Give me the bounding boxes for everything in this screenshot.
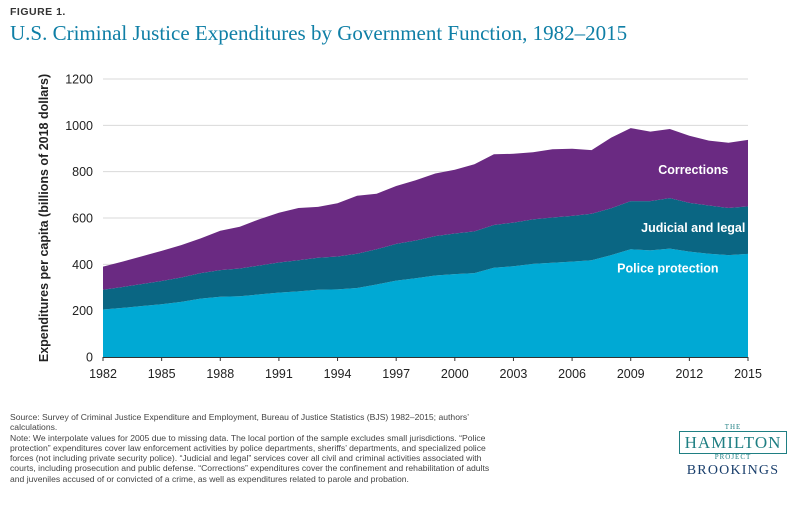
- figure-label: FIGURE 1.: [10, 6, 66, 18]
- stacked-areas: [103, 128, 748, 357]
- x-tick-label: 1988: [206, 367, 234, 381]
- y-tick-label: 800: [72, 165, 93, 179]
- y-tick-label: 400: [72, 258, 93, 272]
- methodology-note: Note: We interpolate values for 2005 due…: [10, 432, 490, 484]
- x-tick-label: 2012: [675, 367, 703, 381]
- area-police-protection: [103, 248, 748, 357]
- area-judicial-and-legal: [103, 198, 748, 310]
- y-tick-label: 0: [86, 351, 93, 365]
- logo-the: THE: [724, 423, 742, 431]
- logo-project: PROJECT: [714, 453, 752, 461]
- hamilton-brookings-logo: THE HAMILTON PROJECT BROOKINGS: [668, 423, 798, 479]
- y-axis: 0 200 400 600 800 1000 1200: [65, 73, 93, 365]
- notes-block: Source: Survey of Criminal Justice Expen…: [10, 412, 500, 484]
- logo-brookings: BROOKINGS: [686, 463, 780, 478]
- y-tick-label: 200: [72, 304, 93, 318]
- x-tick-label: 2003: [500, 367, 528, 381]
- x-tick-label: 2015: [734, 367, 762, 381]
- area-corrections: [103, 128, 748, 290]
- y-tick-label: 1200: [65, 73, 93, 87]
- y-axis-label: Expenditures per capita (billions of 201…: [37, 74, 51, 362]
- source-note: Source: Survey of Criminal Justice Expen…: [10, 412, 469, 433]
- y-tick-label: 1000: [65, 119, 93, 133]
- x-tick-label: 1994: [324, 367, 352, 381]
- series-labels: Corrections Judicial and legal Police prot…: [617, 163, 745, 275]
- y-tick-label: 600: [72, 212, 93, 226]
- chart-title: U.S. Criminal Justice Expenditures by Go…: [10, 21, 628, 45]
- x-tick-label: 2006: [558, 367, 586, 381]
- x-axis: 1982 1985 1988 1991 1994 1997 2000 2003 2006 2009…: [89, 357, 762, 381]
- x-tick-label: 1982: [89, 367, 117, 381]
- x-tick-label: 1991: [265, 367, 293, 381]
- logo-hamilton: HAMILTON: [678, 431, 788, 454]
- series-label-corrections: Corrections: [658, 163, 728, 177]
- x-tick-label: 1985: [148, 367, 176, 381]
- x-tick-label: 2000: [441, 367, 469, 381]
- series-label-judicial-and-legal: Judicial and legal: [641, 221, 745, 235]
- x-tick-label: 2009: [617, 367, 645, 381]
- series-label-police-protection: Police protection: [617, 261, 718, 275]
- x-tick-label: 1997: [382, 367, 410, 381]
